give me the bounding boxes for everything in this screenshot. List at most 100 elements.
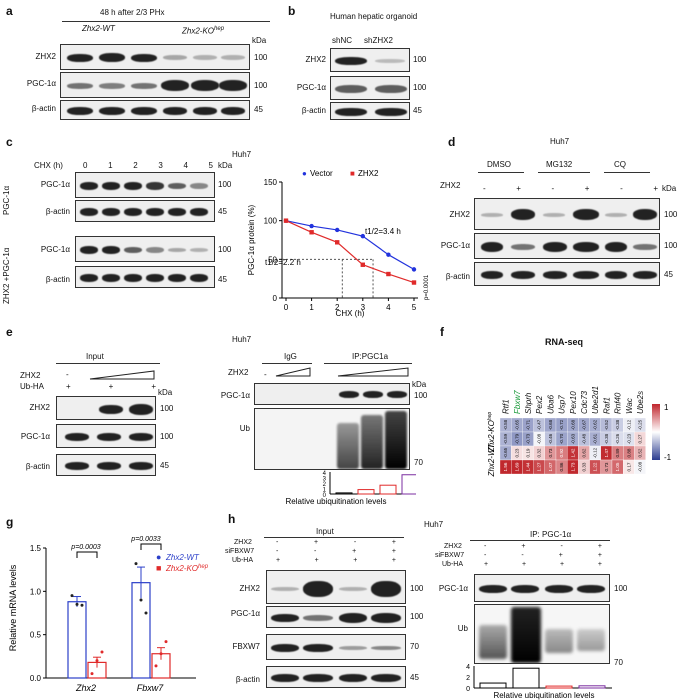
legend-vector-label: Vector — [310, 169, 333, 178]
c-xtick-label: 3 — [361, 303, 366, 312]
panel-e-igg-label: IgG — [284, 352, 297, 361]
panel-a-label: a — [6, 4, 13, 18]
panel-h-input-si-signs: - - + + — [276, 548, 396, 555]
f-cell-value: 1.05 — [615, 462, 620, 471]
f-cell-value: -0.38 — [604, 433, 609, 444]
f-gene-label: Pex10 — [569, 391, 578, 414]
f-cell-value: 0.89 — [615, 448, 620, 457]
panel-h-ip-blot-ub — [474, 604, 610, 664]
ub-bar — [335, 492, 353, 495]
panel-b-blot-pgc — [330, 76, 410, 100]
f-gene-label: Shprh — [524, 392, 533, 414]
panel-d-blot-zhx2 — [474, 198, 660, 230]
panel-a-blot-pgc — [60, 72, 250, 98]
panel-b-kda-3: 45 — [413, 106, 422, 115]
panel-e-ip-label: IP:PGC1a — [352, 352, 389, 361]
f-gene-label: Rnf40 — [614, 392, 623, 414]
panel-h-ip-kda-2: 70 — [614, 658, 623, 667]
panel-h-input-row-zhx2: ZHX2 — [239, 584, 260, 593]
f-cell-value: -0.72 — [559, 419, 564, 430]
panel-d-cell: Huh7 — [550, 137, 570, 146]
g-point — [100, 650, 104, 654]
g-point — [144, 611, 148, 615]
panel-h-input-zhx2-signs: - + - + — [276, 539, 396, 546]
panel-e-input-row-actin: β-actin — [25, 462, 50, 471]
panel-e-input-wedge — [89, 370, 155, 380]
panel-c-kda-1: 100 — [218, 180, 232, 189]
panel-a-kda-2: 100 — [254, 81, 268, 90]
panel-h-input-label: Input — [316, 527, 334, 536]
panel-d-treat-cq: CQ — [614, 160, 626, 169]
panel-c-blot-2 — [75, 200, 215, 222]
panel-b-label: b — [288, 4, 296, 18]
panel-h-ip-cond-sifbxw7: siFBXW7 — [435, 552, 465, 559]
g-significance-bracket — [76, 551, 98, 558]
panel-h-ip-row-ub: Ub — [457, 624, 468, 633]
panel-e-input-row-pgc: PGC-1α — [20, 432, 50, 441]
f-cell-value: 0.86 — [559, 462, 564, 471]
f-cell-value: -0.25 — [638, 419, 643, 430]
f-cell-value: -0.47 — [537, 419, 542, 430]
panel-c-xlabel: CHX (h) — [336, 309, 365, 318]
panel-g-label: g — [6, 515, 14, 529]
panel-a-header: 48 h after 2/3 PHx — [100, 8, 165, 17]
panel-h-input-blot-zhx2 — [266, 570, 406, 604]
panel-h-cell: Huh7 — [424, 520, 444, 529]
panel-b-blot-zhx2 — [330, 48, 410, 72]
g-bar — [67, 601, 87, 679]
f-cell-value: -0.59 — [503, 433, 508, 444]
panel-d-kda-3: 45 — [664, 270, 673, 279]
panel-h-input-ub-signs: + + + + — [276, 557, 396, 564]
f-cell-value: -0.58 — [503, 419, 508, 430]
f-row-wt: Zhx2-WT — [487, 442, 496, 477]
panel-h-input-kda-2: 100 — [410, 612, 424, 621]
e-ytick-label: 1 — [323, 488, 327, 494]
g-ytick-label: 0.0 — [30, 674, 42, 683]
f-cell-value: -0.26 — [615, 433, 620, 444]
panel-c-kda-4: 45 — [218, 275, 227, 284]
ub-bar — [545, 685, 573, 689]
g-point — [164, 640, 168, 644]
panel-e-bar-label: Relative ubiquitination levels — [286, 497, 387, 506]
panel-h-input-row-pgc: PGC-1α — [230, 609, 260, 618]
panel-e-input-zhx2-minus: - — [66, 370, 69, 379]
f-gene-label: Usp7 — [558, 395, 567, 414]
panel-b-row-zhx2: ZHX2 — [305, 55, 326, 64]
panel-f-title: RNA-seq — [545, 337, 584, 347]
ub-bar — [578, 685, 606, 689]
panel-h-cond-zhx2: ZHX2 — [234, 539, 252, 546]
f-row-ko: Zhx2-KOhep — [487, 412, 496, 454]
panel-e-ip-row-ub: Ub — [239, 424, 250, 433]
f-cell-value: -0.71 — [526, 419, 531, 430]
panel-a-blot-zhx2 — [60, 44, 250, 70]
panel-e-input-kda-1: 100 — [160, 404, 174, 413]
panel-h-ip-blot-pgc — [474, 574, 610, 602]
panel-e-ip-zhx2-minus: - — [264, 370, 267, 379]
panel-g-ylabel: Relative mRNA levels — [8, 564, 18, 651]
panel-c-kda: kDa — [218, 161, 233, 170]
h-ytick-label: 0 — [466, 686, 470, 693]
ub-bar — [357, 489, 375, 495]
panel-b-header: Human hepatic organoid — [330, 12, 418, 21]
panel-h-input-kda-3: 70 — [410, 642, 419, 651]
c-ytick-label: 50 — [268, 255, 277, 264]
panel-e-input-ubha-signs: + + + — [66, 382, 156, 391]
g-point — [95, 659, 99, 663]
f-cell-value: 0.73 — [604, 462, 609, 471]
panel-d-row-actin: β-actin — [445, 272, 470, 281]
f-cell-value: 0.62 — [582, 448, 587, 457]
h-ytick-label: 4 — [466, 664, 470, 671]
f-gene-label: Raf1 — [602, 397, 611, 414]
panel-a-row-actin: β-actin — [31, 104, 56, 113]
f-cell-value: -0.65 — [514, 419, 519, 430]
panel-a-group-wt: Zhx2-WT — [82, 24, 115, 33]
c-point-zhx2 — [335, 240, 340, 245]
c-ytick-label: 100 — [264, 217, 278, 226]
f-gene-label: Rtf1 — [502, 399, 511, 414]
panel-c-cell: Huh7 — [232, 150, 252, 159]
panel-h-ip-ub-signs: + + + + — [484, 561, 602, 568]
f-gene-label: Pex2 — [535, 395, 544, 414]
panel-e-input-kda-2: 100 — [160, 432, 174, 441]
f-gene-label: Wac — [625, 398, 634, 414]
